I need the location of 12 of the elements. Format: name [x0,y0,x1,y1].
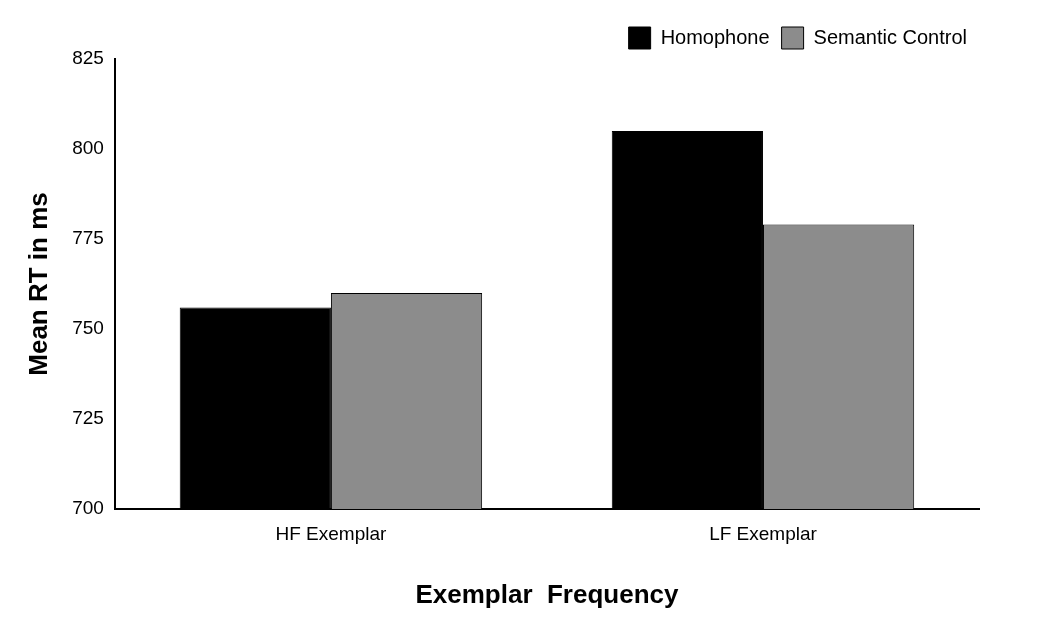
y-tick-label: 750 [72,317,104,339]
y-tick-label: 825 [72,47,104,69]
x-tick-label: HF Exemplar [275,522,388,544]
y-tick-label: 700 [72,497,104,519]
legend-label: Semantic Control [813,25,968,48]
x-tick-label: LF Exemplar [709,522,818,544]
y-tick-label: 775 [72,227,104,249]
y-axis-title: Mean RT in ms [22,192,53,376]
legend-label: Homophone [660,25,770,48]
x-axis-title: Exemplar Frequency [415,578,679,609]
y-tick-label: 800 [72,137,104,159]
y-tick-label: 725 [72,407,104,429]
